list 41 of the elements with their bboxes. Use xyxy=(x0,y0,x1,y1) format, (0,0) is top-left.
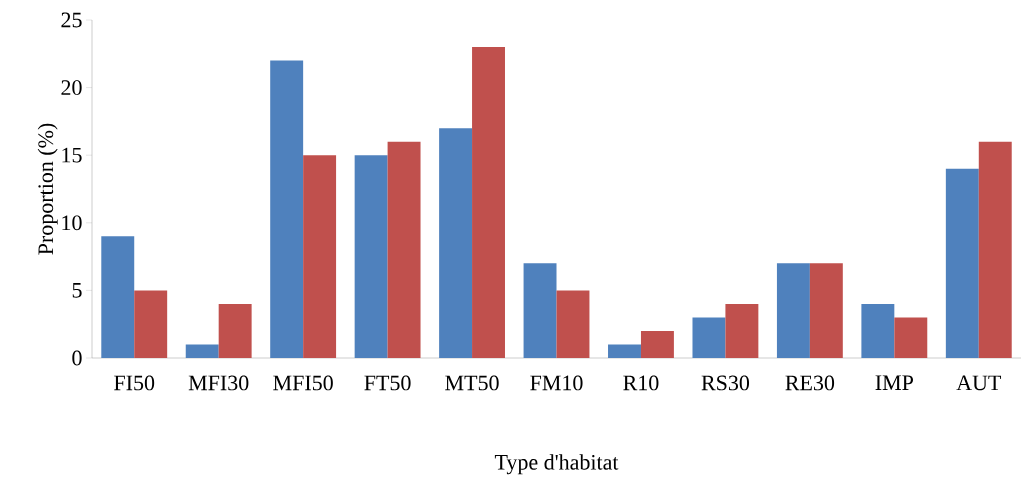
x-tick-label: AUT xyxy=(956,375,1002,391)
y-tick-label: 25 xyxy=(61,12,82,28)
bar xyxy=(809,263,843,358)
bar xyxy=(134,290,168,358)
x-tick-label: FM10 xyxy=(530,375,583,391)
bar xyxy=(185,344,219,358)
bar xyxy=(556,290,590,358)
x-tick-label: IMP xyxy=(875,375,914,390)
x-tick-label: FI50 xyxy=(114,375,155,391)
bar xyxy=(472,47,505,358)
bar xyxy=(608,344,641,358)
bar xyxy=(776,263,810,358)
bar xyxy=(640,330,674,358)
bar xyxy=(270,60,304,358)
bar xyxy=(354,155,388,358)
bar xyxy=(861,303,895,358)
x-tick-label: RE30 xyxy=(785,375,835,391)
y-tick-label: 0 xyxy=(72,350,82,366)
x-tick-label: R10 xyxy=(623,375,659,391)
y-axis-title: Proportion (%) xyxy=(37,123,58,255)
bar xyxy=(725,303,759,358)
bar xyxy=(439,128,473,358)
x-axis-title: Type d'habitat xyxy=(494,454,619,475)
bar xyxy=(894,317,928,358)
bar xyxy=(978,141,1012,358)
bar xyxy=(523,263,557,358)
bar xyxy=(101,236,135,358)
x-tick-label: MFI50 xyxy=(273,375,333,391)
y-tick-label: 5 xyxy=(72,283,82,298)
bar xyxy=(303,155,337,358)
x-tick-label: MT50 xyxy=(445,375,499,391)
y-tick-label: 10 xyxy=(62,215,82,231)
bar xyxy=(692,317,726,358)
bar xyxy=(387,141,421,358)
bar xyxy=(945,168,979,358)
y-tick-label: 15 xyxy=(62,147,82,163)
x-tick-label: MFI30 xyxy=(188,375,249,391)
x-tick-label: RS30 xyxy=(701,375,750,391)
y-tick-label: 20 xyxy=(61,80,82,96)
x-tick-label: FT50 xyxy=(364,375,411,391)
bar xyxy=(218,303,252,358)
